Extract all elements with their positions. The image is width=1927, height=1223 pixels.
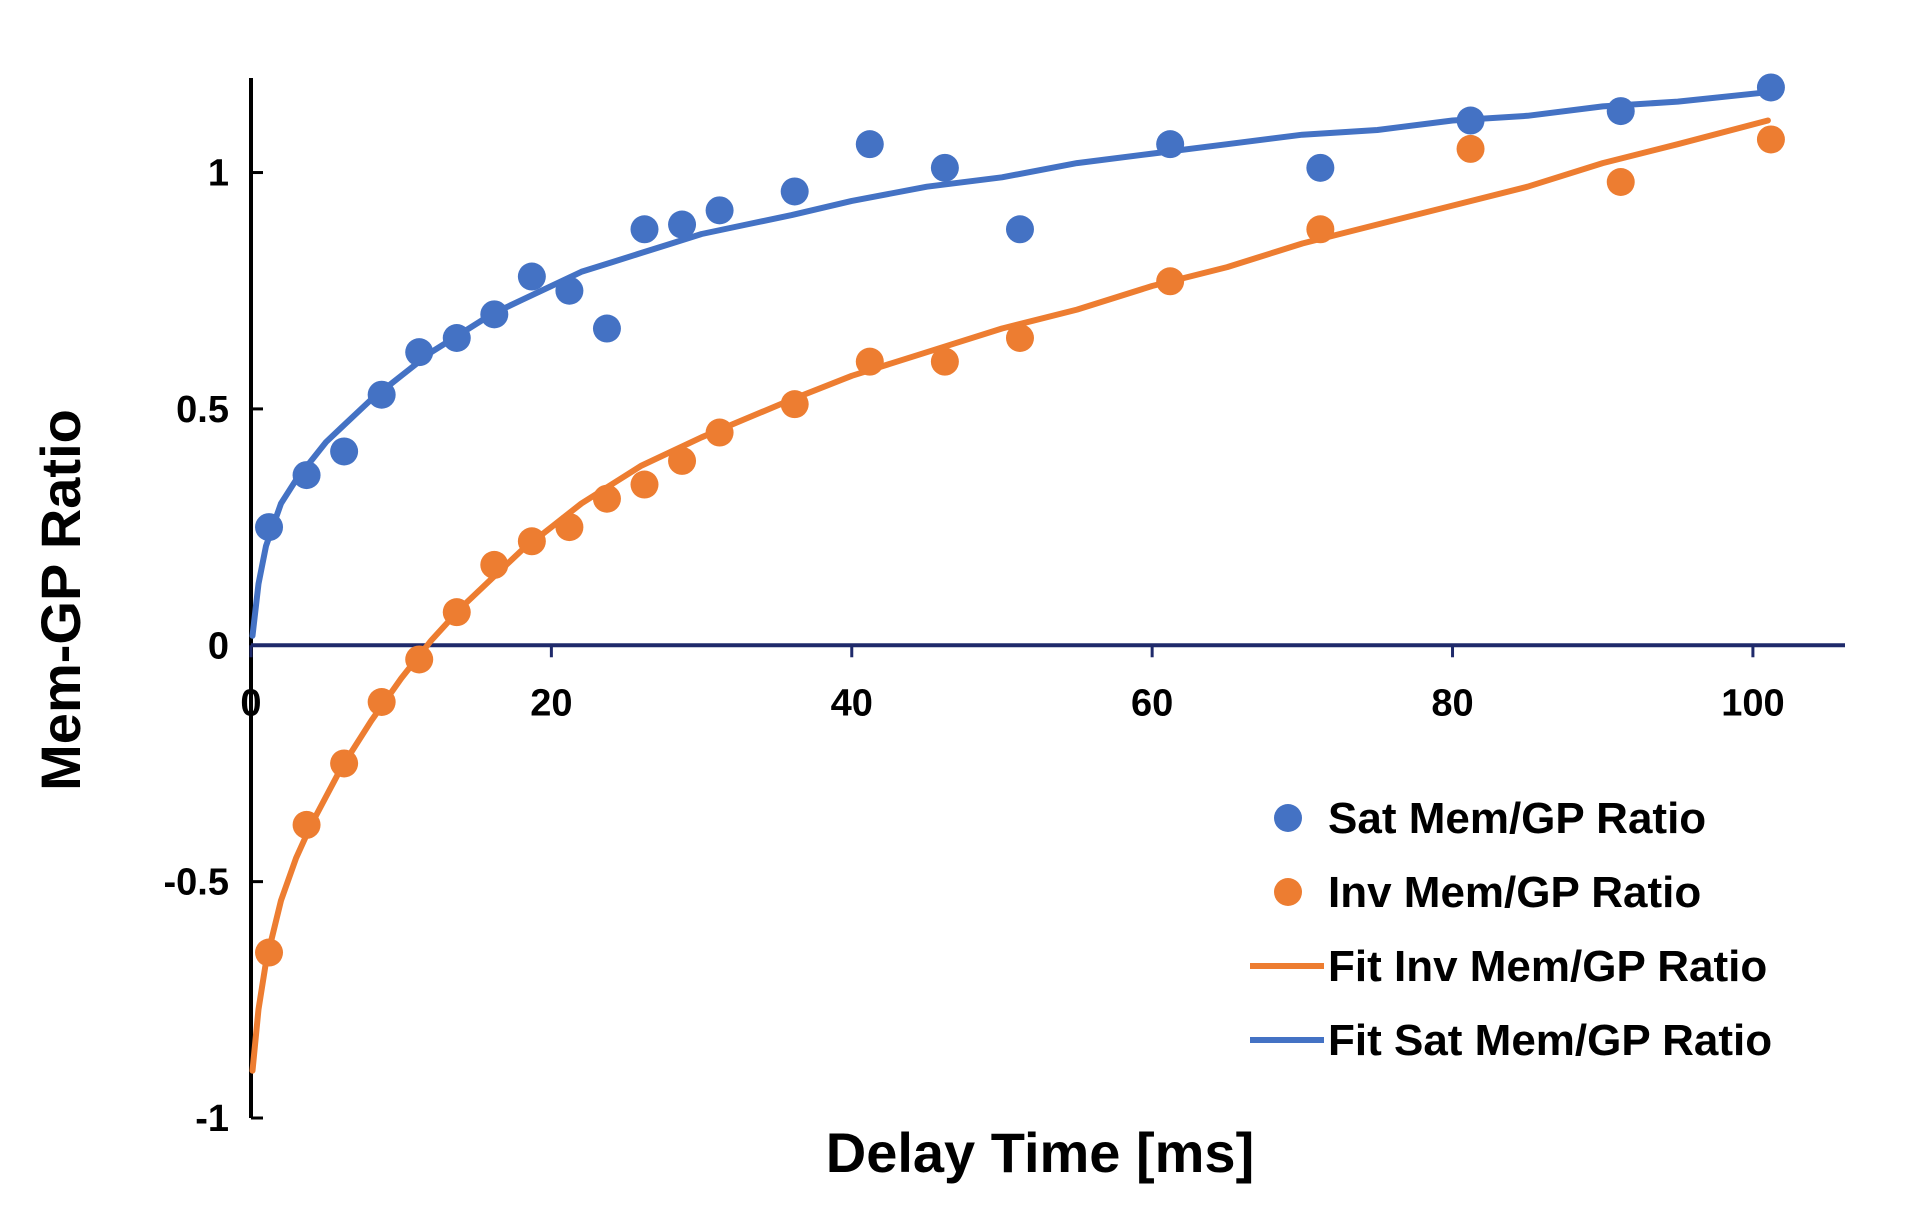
data-point-inv-mem-gp-ratio — [330, 749, 359, 778]
data-point-sat-mem-gp-ratio — [255, 513, 284, 542]
data-point-inv-mem-gp-ratio — [442, 598, 471, 627]
fit-line-fit-inv-mem-gp-ratio — [249, 117, 1771, 1074]
data-point-sat-mem-gp-ratio — [855, 130, 884, 159]
data-point-inv-mem-gp-ratio — [480, 550, 509, 579]
legend: Sat Mem/GP Ratio Inv Mem/GP Ratio Fit Inv … — [1250, 794, 1772, 1065]
data-point-sat-mem-gp-ratio — [442, 324, 471, 352]
data-point-inv-mem-gp-ratio — [1156, 267, 1185, 296]
data-point-inv-mem-gp-ratio — [780, 390, 809, 419]
data-point-inv-mem-gp-ratio — [555, 513, 584, 542]
data-point-inv-mem-gp-ratio — [1606, 168, 1635, 196]
x-tick-label: 60 — [1131, 682, 1173, 724]
x-axis-title: Delay Time [ms] — [826, 1121, 1254, 1184]
data-point-inv-mem-gp-ratio — [1756, 125, 1785, 154]
data-point-inv-mem-gp-ratio — [630, 470, 659, 499]
x-tick-label: 20 — [530, 682, 572, 724]
data-point-sat-mem-gp-ratio — [555, 276, 584, 305]
series-layer — [249, 73, 1785, 1074]
data-point-inv-mem-gp-ratio — [1306, 215, 1335, 244]
legend-label-fit-inv-mem-gp-ratio: Fit Inv Mem/GP Ratio — [1328, 942, 1767, 991]
data-point-inv-mem-gp-ratio — [930, 347, 959, 376]
data-point-sat-mem-gp-ratio — [405, 338, 434, 367]
x-tick-label: 100 — [1721, 682, 1784, 724]
data-point-inv-mem-gp-ratio — [668, 446, 697, 475]
data-point-sat-mem-gp-ratio — [630, 215, 659, 244]
data-point-inv-mem-gp-ratio — [855, 347, 884, 376]
y-axis-title: Mem-GP Ratio — [29, 409, 92, 791]
data-point-inv-mem-gp-ratio — [592, 484, 621, 513]
data-point-sat-mem-gp-ratio — [1456, 106, 1485, 135]
data-point-sat-mem-gp-ratio — [592, 314, 621, 343]
data-point-sat-mem-gp-ratio — [292, 461, 321, 490]
data-point-sat-mem-gp-ratio — [1756, 73, 1785, 102]
y-axis: -1 -0.5 0 0.5 1 — [164, 78, 263, 1140]
y-tick-label: -0.5 — [164, 862, 229, 904]
data-point-sat-mem-gp-ratio — [930, 153, 959, 182]
data-point-inv-mem-gp-ratio — [705, 418, 734, 447]
data-point-inv-mem-gp-ratio — [1456, 134, 1485, 163]
data-point-sat-mem-gp-ratio — [780, 177, 809, 206]
legend-label-sat-mem-gp-ratio: Sat Mem/GP Ratio — [1328, 794, 1706, 843]
y-tick-label: 1 — [208, 153, 229, 195]
data-point-inv-mem-gp-ratio — [367, 688, 396, 716]
legend-label-fit-sat-mem-gp-ratio: Fit Sat Mem/GP Ratio — [1328, 1016, 1772, 1065]
x-tick-label: 0 — [240, 682, 261, 724]
data-point-inv-mem-gp-ratio — [1005, 324, 1034, 352]
legend-marker-sat-mem-gp-ratio — [1274, 804, 1302, 832]
x-tick-label: 40 — [831, 682, 873, 724]
data-point-inv-mem-gp-ratio — [255, 938, 284, 967]
data-point-inv-mem-gp-ratio — [405, 645, 434, 674]
legend-label-inv-mem-gp-ratio: Inv Mem/GP Ratio — [1328, 868, 1701, 917]
data-point-inv-mem-gp-ratio — [517, 527, 546, 556]
data-point-inv-mem-gp-ratio — [292, 810, 321, 839]
data-point-sat-mem-gp-ratio — [367, 380, 396, 409]
data-point-sat-mem-gp-ratio — [517, 262, 546, 291]
data-point-sat-mem-gp-ratio — [1156, 130, 1185, 159]
x-tick-label: 80 — [1431, 682, 1473, 724]
y-tick-label: 0 — [208, 625, 229, 667]
legend-marker-inv-mem-gp-ratio — [1274, 878, 1302, 906]
data-point-sat-mem-gp-ratio — [1606, 97, 1635, 126]
data-point-sat-mem-gp-ratio — [480, 300, 509, 329]
x-axis: 0 20 40 60 80 100 — [240, 643, 1845, 724]
data-point-sat-mem-gp-ratio — [705, 196, 734, 225]
data-point-sat-mem-gp-ratio — [1005, 215, 1034, 244]
fit-line-fit-sat-mem-gp-ratio — [249, 89, 1771, 639]
y-tick-label: 0.5 — [176, 389, 229, 431]
data-point-sat-mem-gp-ratio — [1306, 153, 1335, 182]
y-tick-label: -1 — [195, 1098, 229, 1140]
data-point-sat-mem-gp-ratio — [330, 437, 359, 466]
data-point-sat-mem-gp-ratio — [668, 210, 697, 239]
